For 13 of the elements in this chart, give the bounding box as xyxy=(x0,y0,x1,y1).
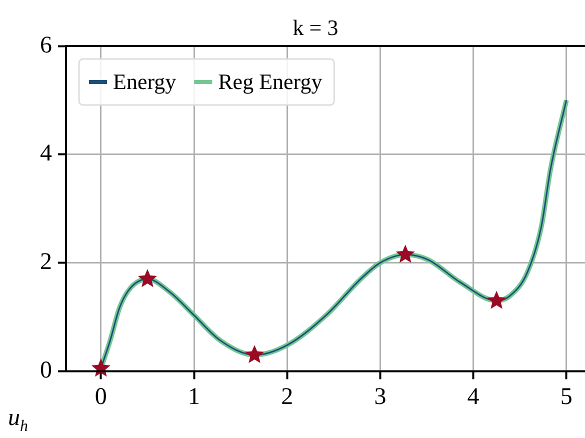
x-tick-label: 4 xyxy=(467,384,480,410)
y-tick-label: 0 xyxy=(40,357,52,384)
legend-label: Reg Energy xyxy=(218,68,322,94)
x-tick-label: 2 xyxy=(281,384,294,410)
x-tick-label: 3 xyxy=(374,384,386,410)
y-tick-label: 2 xyxy=(40,249,52,276)
x-tick-label: 5 xyxy=(560,384,572,410)
y-tick-label: 4 xyxy=(40,140,52,167)
x-tick-label: 0 xyxy=(94,384,107,410)
chart-title: k = 3 xyxy=(292,14,338,40)
y-tick-label: 6 xyxy=(40,32,52,58)
legend-label: Energy xyxy=(113,68,176,94)
x-tick-label: 1 xyxy=(188,384,200,410)
